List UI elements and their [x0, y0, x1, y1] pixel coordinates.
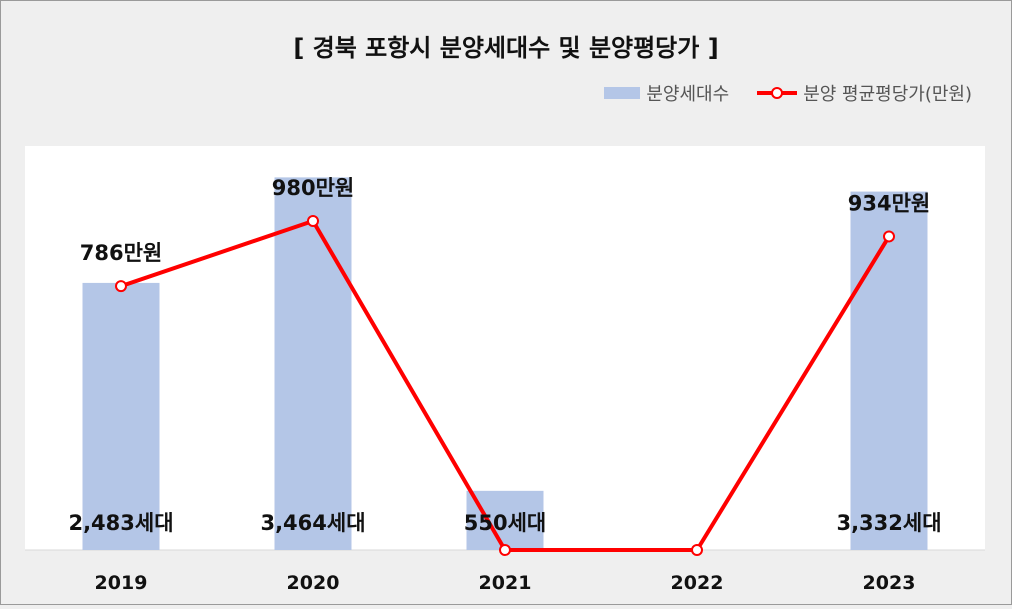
legend-line-label: 분양 평균평당가(만원): [803, 84, 972, 105]
plot-area: [25, 146, 985, 550]
price-point-2023: [883, 230, 895, 243]
bar-label-2023: 3,332세대: [836, 511, 941, 535]
x-tick-2020: 2020: [287, 572, 340, 594]
x-tick-2021: 2021: [479, 572, 532, 594]
price-point-2022: [691, 544, 703, 556]
price-point-2020: [307, 215, 319, 227]
bar-2023: [850, 191, 928, 550]
legend-line-swatch: [757, 87, 798, 99]
bar-2019: [82, 282, 160, 550]
price-point-2021: [499, 544, 511, 556]
x-tick-2023: 2023: [863, 572, 916, 594]
x-tick-2019: 2019: [95, 572, 148, 594]
legend-bar-label: 분양세대수: [646, 84, 730, 105]
legend-entry-line: 분양 평균평당가(만원): [757, 80, 972, 106]
price-label-2023: 934만원: [848, 191, 930, 215]
price-label-2020: 980만원: [272, 176, 354, 200]
bar-label-2019: 2,483세대: [68, 511, 173, 535]
legend: 분양세대수 분양 평균평당가(만원): [604, 80, 972, 106]
x-tick-2022: 2022: [671, 572, 724, 594]
price-point-2019: [115, 280, 127, 293]
chart-title: [ 경북 포항시 분양세대수 및 분양평당가 ]: [293, 34, 719, 62]
bar-label-2021: 550세대: [464, 511, 546, 535]
bar-2021: [466, 490, 544, 550]
price-label-2019: 786만원: [80, 241, 162, 265]
bar-2020: [274, 177, 352, 551]
bar-label-2020: 3,464세대: [260, 511, 365, 535]
legend-entry-bar: 분양세대수: [604, 80, 729, 106]
legend-bar-swatch: [604, 87, 641, 99]
